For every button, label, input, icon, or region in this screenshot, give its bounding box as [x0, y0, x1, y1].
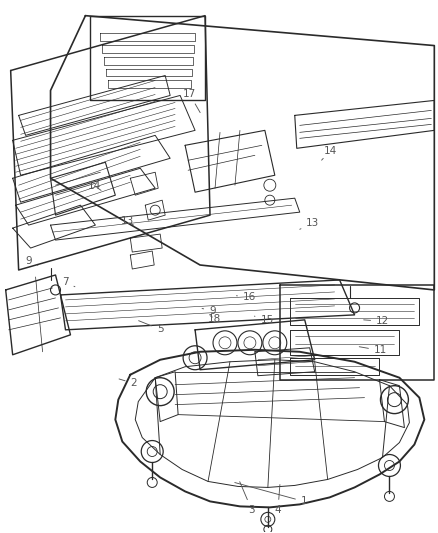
Text: 7: 7 — [62, 278, 75, 287]
Text: 18: 18 — [208, 313, 221, 324]
Text: 9: 9 — [202, 305, 216, 316]
Text: 16: 16 — [237, 292, 256, 302]
Text: 11: 11 — [359, 345, 387, 356]
Text: 13: 13 — [300, 218, 319, 229]
Text: 13: 13 — [121, 216, 134, 227]
Text: 9: 9 — [26, 256, 38, 266]
Text: 17: 17 — [183, 88, 200, 112]
Text: 12: 12 — [364, 316, 389, 326]
Text: 14: 14 — [321, 146, 337, 160]
Text: 1: 1 — [235, 482, 307, 506]
Text: 2: 2 — [119, 378, 137, 389]
Text: 15: 15 — [254, 314, 274, 325]
Text: 4: 4 — [275, 484, 281, 515]
Text: 5: 5 — [138, 321, 163, 334]
Text: 3: 3 — [240, 482, 255, 515]
Text: 14: 14 — [88, 181, 101, 191]
